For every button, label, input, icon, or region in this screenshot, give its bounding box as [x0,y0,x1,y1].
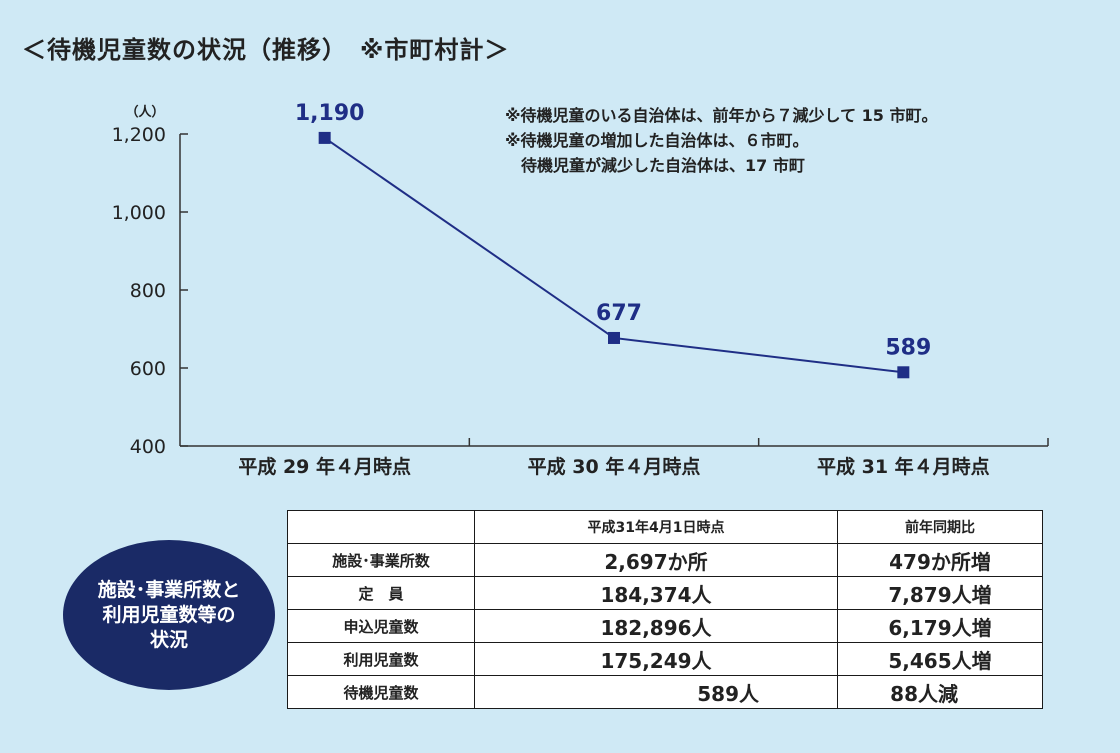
line-chart: （人） 400 600 800 1,000 1,200 平成 29 年４月時点 平成 30 年… [112,101,1049,478]
data-label: 589 [885,335,931,360]
y-tick-label: 600 [130,358,166,380]
row-change: 5,465人増 [837,642,1043,676]
data-point [897,366,910,379]
chart-notes: ※待機児童のいる自治体は、前年から７減少して 15 市町。 ※待機児童の増加した… [505,106,938,175]
table-header-date: 平成31年4月1日時点 [474,510,838,544]
data-label: 1,190 [295,101,365,126]
row-label: 施設･事業所数 [287,543,475,577]
row-value: 184,374人 [474,576,838,610]
x-tick-label: 平成 31 年４月時点 [817,455,990,478]
data-point [318,131,331,144]
row-change: 7,879人増 [837,576,1043,610]
row-change: 6,179人増 [837,609,1043,643]
row-label: 定 員 [287,576,475,610]
y-tick-label: 1,000 [112,202,166,224]
y-tick-label: 400 [130,436,166,458]
y-tick-label: 800 [130,280,166,302]
table-row: 利用児童数 175,249人 5,465人増 [287,642,1043,676]
row-change: 479か所増 [837,543,1043,577]
table-row: 申込児童数 182,896人 6,179人増 [287,609,1043,643]
row-label: 申込児童数 [287,609,475,643]
table-row: 待機児童数 589人 88人減 [287,675,1043,709]
y-unit-label: （人） [125,104,164,120]
row-value: 589人 [474,675,838,709]
row-label: 待機児童数 [287,675,475,709]
row-value: 175,249人 [474,642,838,676]
row-value: 182,896人 [474,609,838,643]
y-tick-label: 1,200 [112,124,166,146]
summary-badge: 施設･事業所数と 利用児童数等の 状況 [63,540,275,690]
x-tick-label: 平成 29 年４月時点 [238,455,411,478]
row-change: 88人減 [837,675,1043,709]
table-row: 定 員 184,374人 7,879人増 [287,576,1043,610]
row-label: 利用児童数 [287,642,475,676]
chart-title: ＜待機児童数の状況（推移） ※市町村計＞ [22,36,510,64]
table-row: 施設･事業所数 2,697か所 479か所増 [287,543,1043,577]
data-label: 677 [596,301,642,326]
data-point [608,331,620,344]
table-header-yoy: 前年同期比 [837,510,1043,544]
table-header-row: 平成31年4月1日時点 前年同期比 [287,510,1043,544]
row-value: 2,697か所 [474,543,838,577]
x-tick-label: 平成 30 年４月時点 [528,455,701,478]
summary-table: 平成31年4月1日時点 前年同期比 施設･事業所数 2,697か所 479か所増… [287,510,1043,709]
summary-badge-label: 施設･事業所数と 利用児童数等の 状況 [97,578,241,651]
table-header-blank [287,510,475,544]
